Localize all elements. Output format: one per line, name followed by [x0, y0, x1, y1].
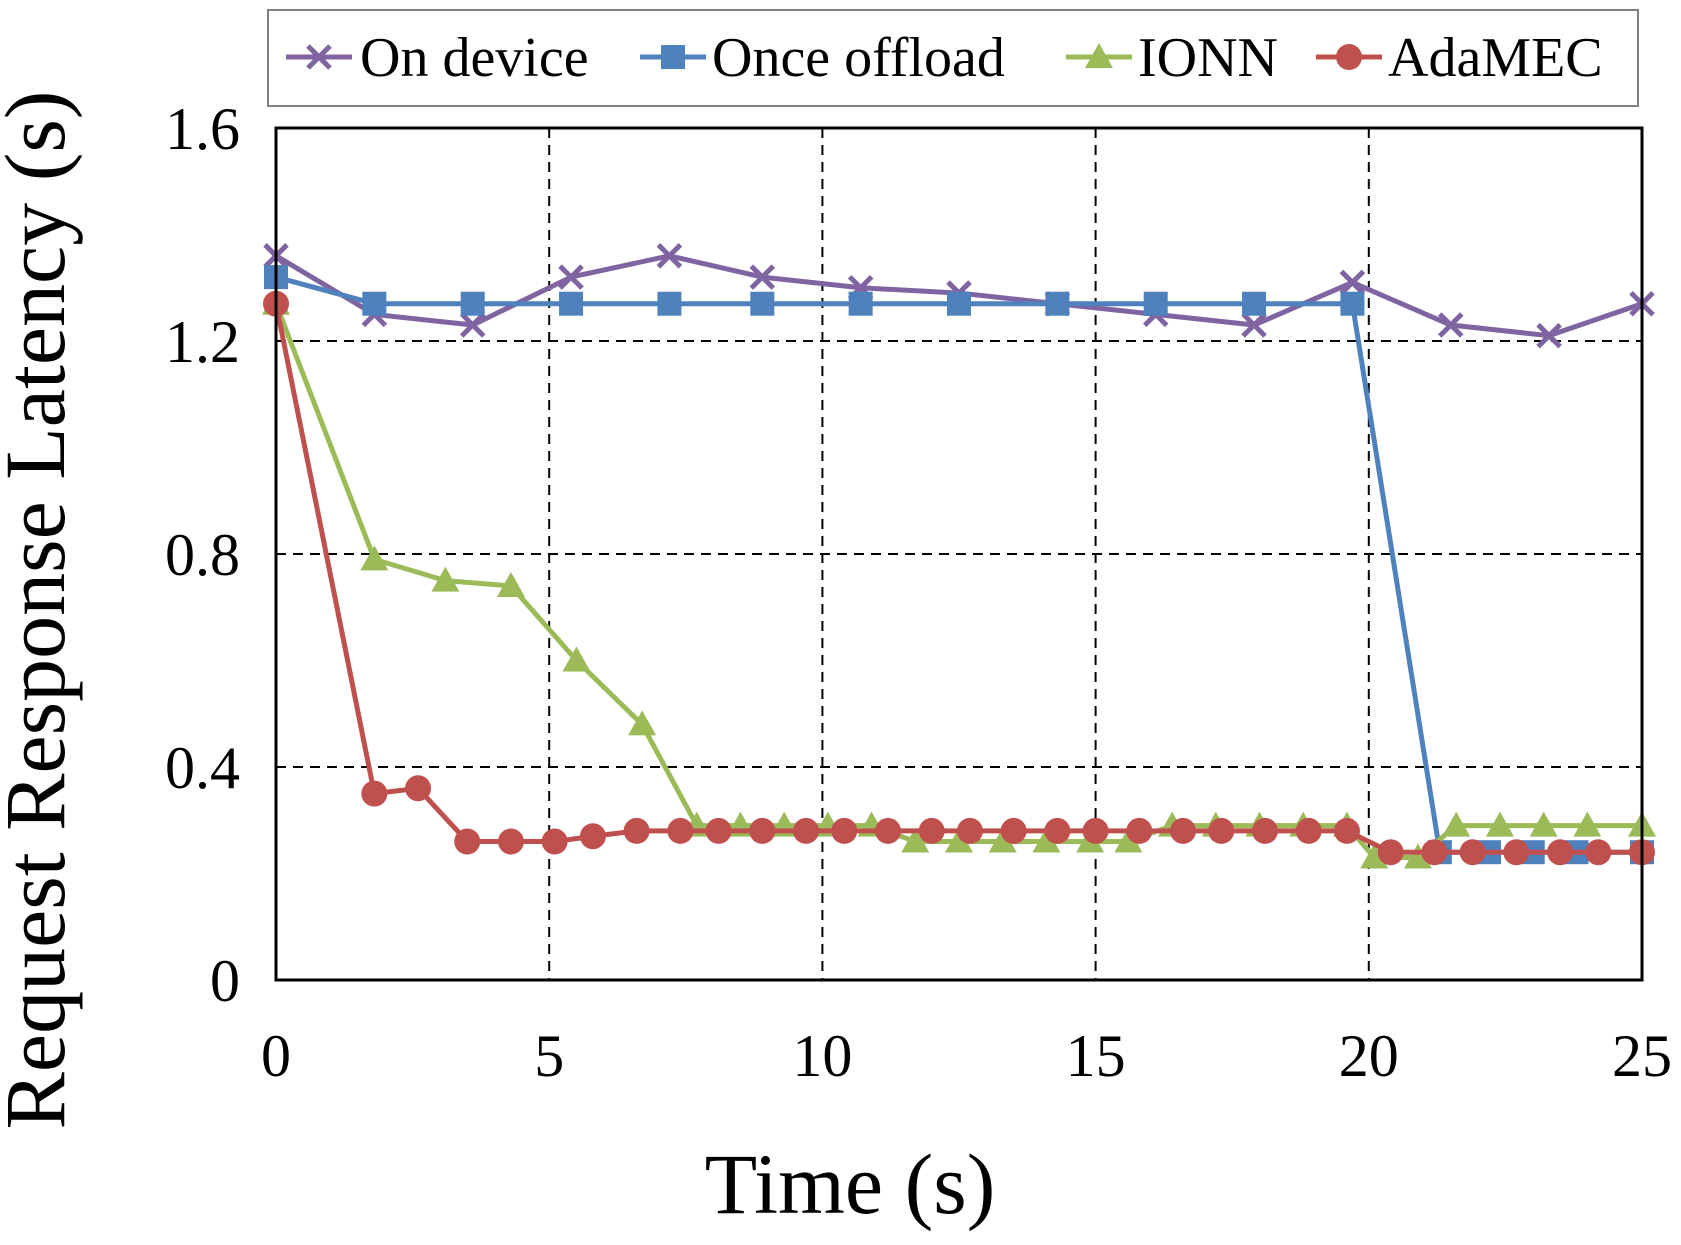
legend-label: IONN	[1138, 27, 1278, 89]
legend-marker	[1336, 44, 1362, 70]
data-point-once-offload	[1242, 291, 1267, 316]
data-point-adamec	[667, 817, 694, 844]
data-point-on-device	[1241, 312, 1267, 338]
plot-frame	[274, 126, 1644, 982]
legend-item-once-offload: Once offload	[640, 27, 1005, 89]
grid-lines	[276, 128, 1642, 980]
data-point-adamec	[1377, 839, 1404, 866]
data-point-adamec	[1547, 839, 1574, 866]
data-point-adamec	[1585, 839, 1612, 866]
data-point-adamec	[793, 817, 820, 844]
legend-marker	[1085, 43, 1113, 68]
x-tick-label: 25	[1612, 1023, 1672, 1089]
legend-marker	[661, 45, 685, 69]
data-point-ionn	[1485, 811, 1514, 837]
x-tick-label: 5	[534, 1023, 564, 1089]
data-point-adamec	[454, 828, 481, 855]
data-point-adamec	[1082, 817, 1109, 844]
data-point-ionn	[988, 827, 1017, 853]
y-tick-label: 1.6	[165, 96, 240, 162]
data-point-ionn	[1032, 827, 1061, 853]
legend-item-on-device: On device	[286, 27, 589, 89]
data-point-on-device	[558, 264, 584, 290]
y-tick-label: 1.2	[165, 309, 240, 375]
legend-label: Once offload	[712, 27, 1005, 89]
data-point-on-device	[459, 312, 486, 338]
x-tick-label: 15	[1066, 1023, 1126, 1089]
data-point-adamec	[1421, 839, 1448, 866]
data-point-adamec	[705, 817, 732, 844]
data-point-ionn	[945, 827, 973, 853]
data-point-ionn	[1573, 811, 1602, 837]
data-point-on-device	[749, 264, 776, 290]
data-point-once-offload	[848, 291, 873, 316]
y-tick-label: 0.8	[165, 522, 240, 588]
legend-item-adamec: AdaMEC	[1316, 27, 1603, 89]
data-series	[262, 243, 1656, 869]
data-point-once-offload	[460, 291, 485, 316]
data-point-ionn	[562, 646, 591, 672]
data-point-adamec	[1503, 839, 1530, 866]
legend-label: On device	[360, 27, 589, 89]
data-point-on-device	[1437, 312, 1464, 338]
data-point-ionn	[431, 566, 460, 592]
data-point-ionn	[1442, 811, 1471, 837]
tick-labels: 0 0.4 0.8 1.2 1.6 0 5 10 15 20 25	[165, 96, 1672, 1089]
data-point-ionn	[1403, 843, 1432, 869]
data-point-on-device	[1339, 269, 1366, 296]
data-point-adamec	[1126, 817, 1153, 844]
x-tick-label: 0	[261, 1023, 291, 1089]
data-point-ionn	[496, 571, 525, 597]
data-point-on-device	[1536, 322, 1562, 349]
data-point-adamec	[623, 817, 650, 844]
data-point-adamec	[1044, 817, 1071, 844]
data-point-on-device	[656, 243, 683, 269]
data-point-adamec	[1170, 817, 1197, 844]
x-tick-label: 20	[1339, 1023, 1399, 1089]
data-point-adamec	[874, 817, 901, 844]
data-point-ionn	[628, 710, 657, 736]
data-point-adamec	[1295, 817, 1322, 844]
data-point-adamec	[1208, 817, 1235, 844]
legend-item-ionn: IONN	[1066, 27, 1278, 89]
data-point-adamec	[497, 828, 524, 855]
legend-label: AdaMEC	[1388, 27, 1603, 89]
data-point-adamec	[1251, 817, 1278, 844]
data-point-once-offload	[657, 291, 682, 316]
y-axis-title: Request Response Latency (s)	[0, 91, 83, 1130]
data-point-adamec	[749, 817, 776, 844]
data-point-once-offload	[1045, 291, 1070, 316]
series-adamec	[263, 290, 1655, 866]
data-point-once-offload	[750, 291, 775, 316]
data-point-adamec	[918, 817, 945, 844]
data-point-once-offload	[362, 291, 387, 316]
data-point-ionn	[1360, 843, 1389, 869]
legend-marker	[306, 44, 332, 70]
data-point-once-offload	[1340, 291, 1365, 316]
data-point-adamec	[1000, 817, 1027, 844]
data-point-adamec	[579, 823, 606, 850]
y-tick-label: 0	[210, 948, 240, 1014]
legend-box	[267, 9, 1639, 107]
data-point-adamec	[956, 817, 983, 844]
data-point-once-offload	[559, 291, 584, 316]
legend: On device Once offload IONN AdaMEC	[267, 9, 1639, 107]
y-tick-label: 0.4	[165, 735, 240, 801]
data-point-once-offload	[1143, 291, 1168, 316]
data-point-once-offload	[947, 291, 971, 316]
data-point-ionn	[360, 545, 389, 571]
x-tick-label: 10	[792, 1023, 852, 1089]
data-point-ionn	[1529, 811, 1558, 837]
data-point-adamec	[1333, 817, 1360, 844]
data-point-adamec	[1459, 839, 1486, 866]
x-axis-title: Time (s)	[705, 1136, 996, 1232]
data-point-adamec	[361, 780, 388, 807]
data-point-adamec	[831, 817, 858, 844]
data-point-ionn	[1114, 827, 1143, 853]
data-point-adamec	[541, 828, 568, 855]
data-point-adamec	[405, 775, 432, 802]
data-point-ionn	[901, 827, 930, 853]
